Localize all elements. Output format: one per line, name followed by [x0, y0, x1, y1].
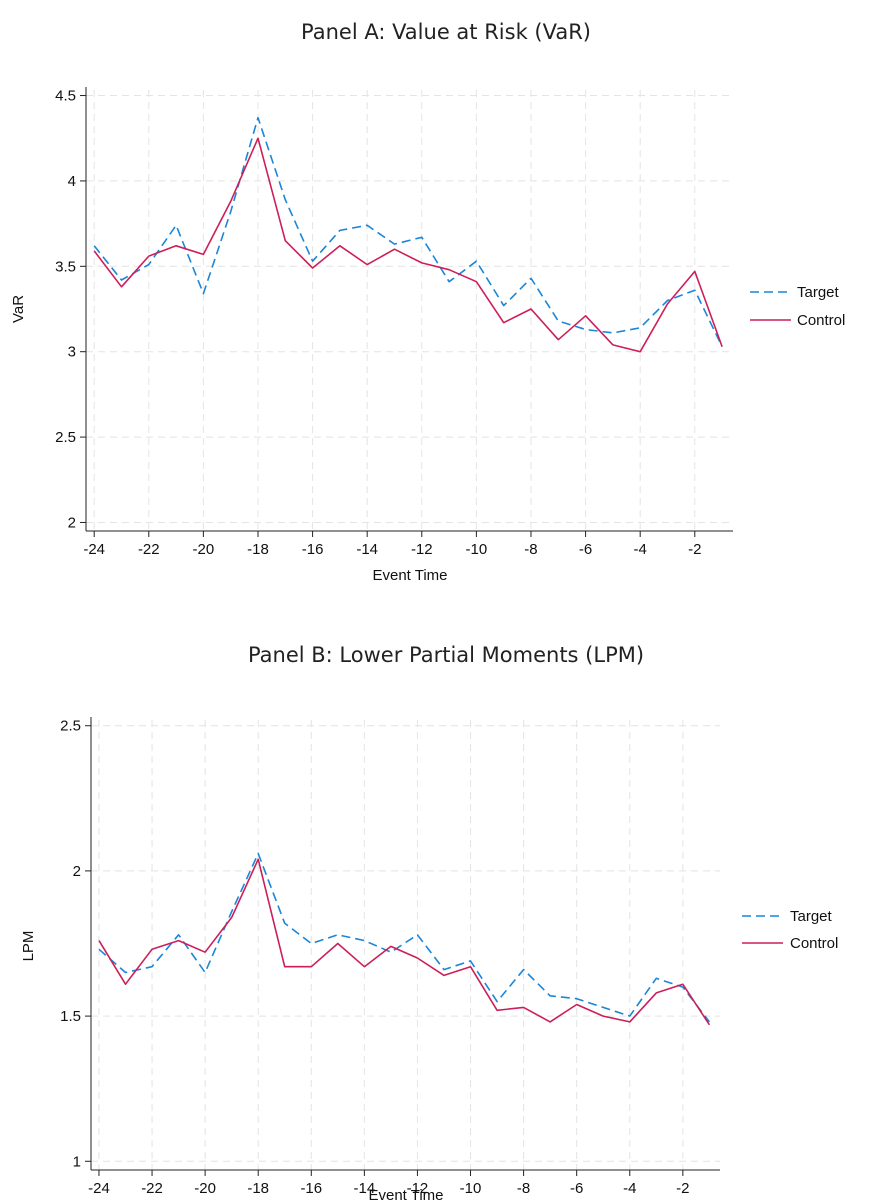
x-tick-label: -24 [88, 1180, 110, 1197]
y-tick-label: 3.5 [55, 258, 76, 275]
panel-b-grid [91, 720, 720, 1170]
x-tick-label: -2 [688, 541, 701, 558]
x-tick-label: -14 [354, 1180, 376, 1197]
legend-target-label: Target [790, 908, 833, 925]
x-tick-label: -20 [193, 541, 215, 558]
y-tick-label: 2.5 [55, 429, 76, 446]
panel-b: Panel B: Lower Partial Moments (LPM) -24… [20, 643, 838, 1203]
x-tick-label: -6 [570, 1180, 583, 1197]
x-tick-label: -8 [524, 541, 537, 558]
legend-target-label: Target [797, 284, 840, 301]
x-tick-label: -20 [194, 1180, 216, 1197]
x-tick-label: -8 [517, 1180, 530, 1197]
y-tick-label: 4.5 [55, 88, 76, 105]
panel-b-axis-ticks: -24 -22 -20 -18 -16 -14 -12 -10 -8 -6 -4 -2 1 1.5 2 2.5 [60, 718, 689, 1197]
x-tick-label: -12 [411, 541, 433, 558]
series-line-target [93, 116, 723, 347]
x-tick-label: -10 [460, 1180, 482, 1197]
panel-b-x-axis-label: Event Time [368, 1187, 443, 1203]
legend-control-label: Control [797, 312, 845, 329]
panel-b-legend: Target Control [742, 908, 838, 952]
panel-a: Panel A: Value at Risk (VaR) -24 -22 -20 -1… [10, 20, 845, 584]
panel-b-y-axis-label: LPM [20, 931, 37, 962]
x-tick-label: -4 [623, 1180, 636, 1197]
x-tick-label: -16 [302, 541, 324, 558]
y-tick-label: 2.5 [60, 718, 81, 735]
y-tick-label: 2 [68, 514, 76, 531]
series-line-control [93, 137, 723, 353]
x-tick-label: -6 [579, 541, 592, 558]
legend-control-label: Control [790, 935, 838, 952]
y-tick-label: 1 [73, 1153, 81, 1170]
panel-b-title: Panel B: Lower Partial Moments (LPM) [248, 643, 644, 667]
x-tick-label: -22 [141, 1180, 163, 1197]
series-line-target [98, 852, 711, 1023]
panel-a-x-axis-label: Event Time [372, 567, 447, 584]
x-tick-label: -22 [138, 541, 160, 558]
panel-b-series [98, 852, 711, 1026]
x-tick-label: -14 [356, 541, 378, 558]
series-line-control [98, 858, 711, 1026]
y-tick-label: 1.5 [60, 1008, 81, 1025]
x-tick-label: -24 [83, 541, 105, 558]
x-tick-label: -2 [676, 1180, 689, 1197]
panel-a-axis-ticks: -24 -22 -20 -18 -16 -14 -12 -10 -8 -6 -4 -222.533.5… [55, 88, 701, 558]
panel-a-title: Panel A: Value at Risk (VaR) [301, 20, 591, 44]
y-tick-label: 3 [68, 344, 76, 361]
y-tick-label: 4 [68, 173, 76, 190]
y-tick-label: 2 [73, 863, 81, 880]
x-tick-label: -18 [247, 1180, 269, 1197]
x-tick-label: -16 [300, 1180, 322, 1197]
x-tick-label: -10 [466, 541, 488, 558]
panel-a-y-axis-label: VaR [10, 295, 27, 323]
x-tick-label: -18 [247, 541, 269, 558]
x-tick-label: -4 [634, 541, 647, 558]
panel-a-grid [86, 90, 733, 531]
panel-a-series [93, 116, 723, 353]
panel-a-legend: Target Control [750, 284, 845, 329]
x-tick-label: -12 [407, 1180, 429, 1197]
